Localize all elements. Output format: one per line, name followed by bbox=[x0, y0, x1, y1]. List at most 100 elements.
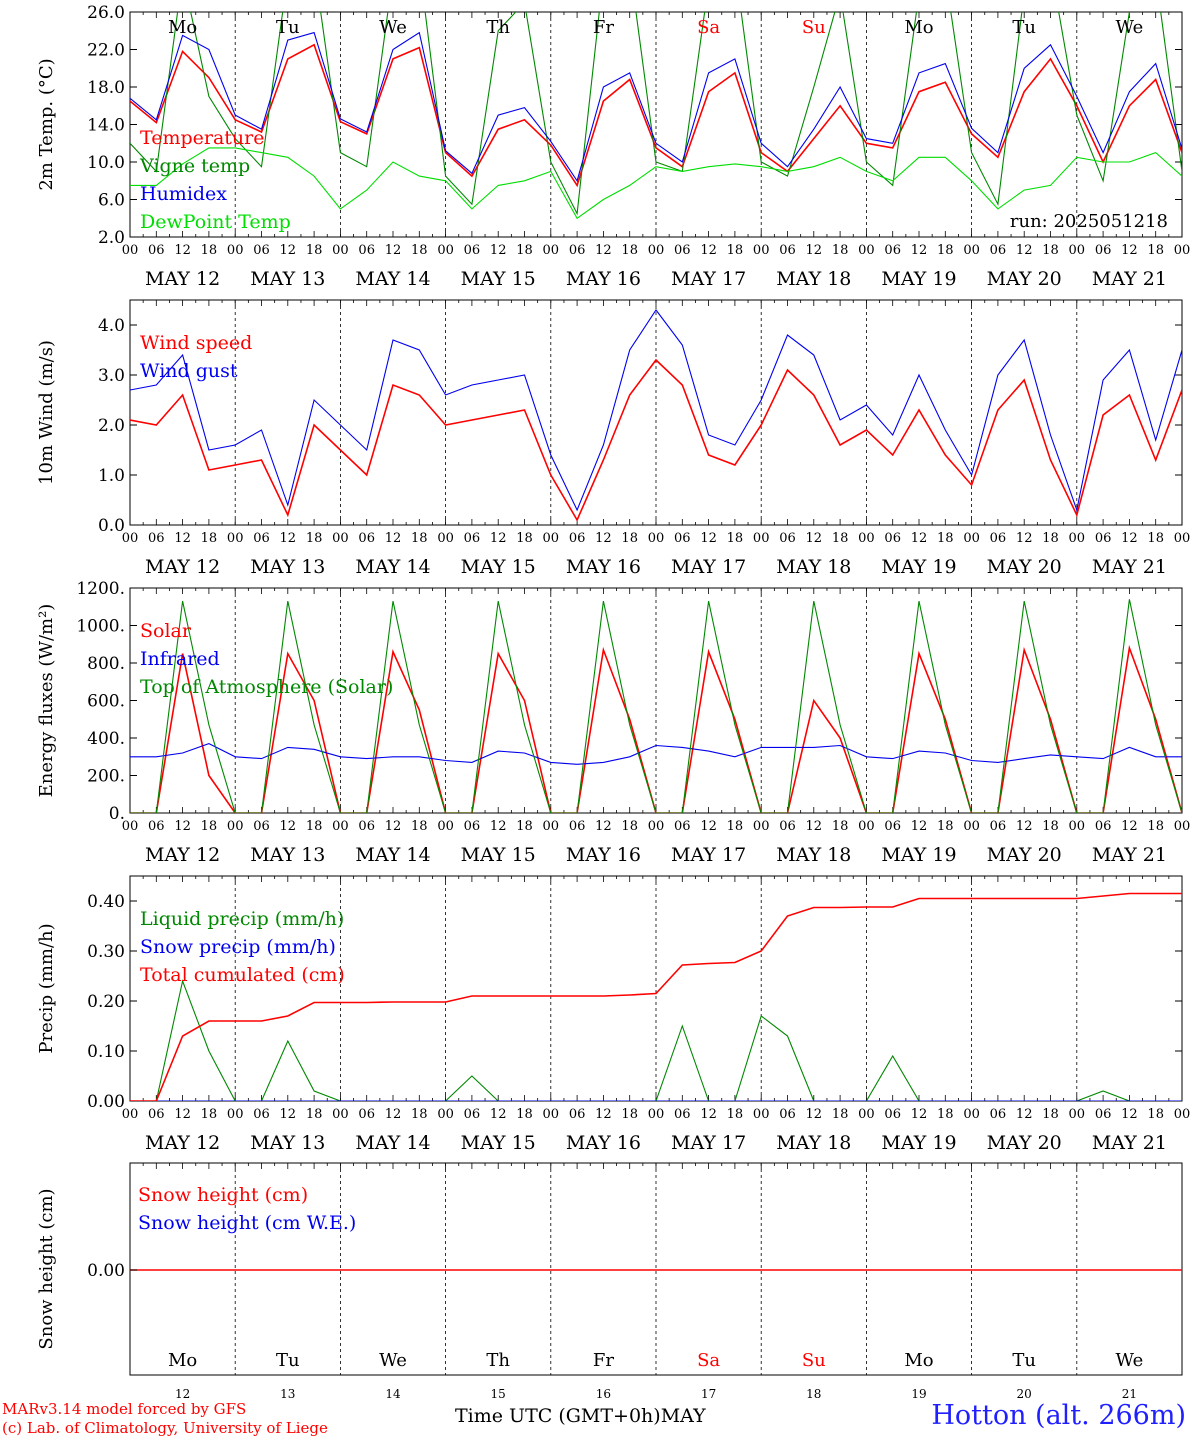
energy-date-label: MAY 19 bbox=[881, 844, 956, 866]
wind-hour-label: 00 bbox=[1174, 531, 1191, 546]
wind-hour-label: 18 bbox=[411, 531, 428, 546]
precip-hour-label: 06 bbox=[569, 1107, 586, 1122]
energy-hour-label: 00 bbox=[543, 819, 560, 834]
precip-hour-label: 06 bbox=[1095, 1107, 1112, 1122]
temperature-hour-label: 18 bbox=[201, 243, 218, 258]
precip-hour-label: 18 bbox=[621, 1107, 638, 1122]
energy-y-tick-label: 200. bbox=[87, 767, 125, 787]
model-credit: MARv3.14 model forced by GFS bbox=[2, 1400, 247, 1418]
temperature-series-vigne-temp bbox=[130, 12, 1182, 216]
snow-weekday-label: We bbox=[1116, 1350, 1144, 1371]
station-name: Hotton (alt. 266m) bbox=[931, 1400, 1186, 1431]
energy-y-tick-label: 400. bbox=[87, 729, 125, 749]
x-axis-label: Time UTC (GMT+0h) bbox=[455, 1405, 661, 1427]
wind-hour-label: 00 bbox=[227, 531, 244, 546]
precip-hour-label: 12 bbox=[490, 1107, 507, 1122]
wind-y-tick-label: 2.0 bbox=[98, 416, 125, 436]
temperature-hour-label: 18 bbox=[621, 243, 638, 258]
wind-series-wind-speed bbox=[130, 358, 1182, 522]
temperature-hour-label: 18 bbox=[1147, 243, 1164, 258]
energy-hour-label: 00 bbox=[437, 819, 454, 834]
temperature-date-label: MAY 20 bbox=[987, 268, 1062, 290]
precip-hour-label: 06 bbox=[674, 1107, 691, 1122]
energy-y-tick-label: 1000. bbox=[76, 617, 125, 637]
wind-hour-label: 00 bbox=[437, 531, 454, 546]
wind-hour-label: 18 bbox=[727, 531, 744, 546]
day-number-label: 14 bbox=[385, 1387, 401, 1401]
energy-hour-label: 00 bbox=[963, 819, 980, 834]
precip-date-label: MAY 18 bbox=[776, 1132, 851, 1154]
energy-hour-label: 06 bbox=[358, 819, 375, 834]
snow-weekday-label: Sa bbox=[697, 1350, 720, 1371]
wind-date-label: MAY 20 bbox=[987, 556, 1062, 578]
precip-hour-label: 00 bbox=[963, 1107, 980, 1122]
wind-date-label: MAY 16 bbox=[566, 556, 641, 578]
snow-weekday-label: Mo bbox=[904, 1350, 933, 1371]
precip-hour-label: 12 bbox=[1121, 1107, 1138, 1122]
wind-hour-label: 06 bbox=[779, 531, 796, 546]
wind-hour-label: 00 bbox=[543, 531, 560, 546]
day-number-label: 18 bbox=[806, 1387, 821, 1401]
precip-date-label: MAY 16 bbox=[566, 1132, 641, 1154]
energy-hour-label: 12 bbox=[174, 819, 191, 834]
wind-hour-label: 18 bbox=[516, 531, 533, 546]
temperature-hour-label: 18 bbox=[411, 243, 428, 258]
temperature-hour-label: 06 bbox=[569, 243, 586, 258]
temperature-legend-entry: Humidex bbox=[140, 183, 227, 205]
wind-y-tick-label: 1.0 bbox=[98, 466, 125, 486]
energy-hour-label: 12 bbox=[490, 819, 507, 834]
day-number-label: 20 bbox=[1017, 1387, 1032, 1401]
wind-hour-label: 12 bbox=[174, 531, 191, 546]
temperature-series-dewpoint-temp bbox=[130, 147, 1182, 220]
precip-hour-label: 18 bbox=[411, 1107, 428, 1122]
day-number-label: 15 bbox=[491, 1387, 506, 1401]
precip-y-tick-label: 0.10 bbox=[87, 1042, 125, 1062]
wind-hour-label: 12 bbox=[700, 531, 717, 546]
precip-hour-label: 12 bbox=[806, 1107, 823, 1122]
temperature-hour-label: 00 bbox=[1069, 243, 1086, 258]
wind-hour-label: 12 bbox=[385, 531, 402, 546]
wind-hour-label: 12 bbox=[280, 531, 297, 546]
precip-hour-label: 06 bbox=[148, 1107, 165, 1122]
precip-y-tick-label: 0.40 bbox=[87, 892, 125, 912]
temperature-hour-label: 12 bbox=[700, 243, 717, 258]
temperature-y-tick-label: 18.0 bbox=[87, 78, 125, 98]
wind-date-label: MAY 21 bbox=[1092, 556, 1167, 578]
temperature-y-tick-label: 10.0 bbox=[87, 153, 125, 173]
temperature-hour-label: 00 bbox=[963, 243, 980, 258]
temperature-series-humidex bbox=[130, 31, 1182, 183]
temperature-hour-label: 06 bbox=[990, 243, 1007, 258]
temperature-hour-label: 18 bbox=[1042, 243, 1059, 258]
precip-series-group bbox=[130, 892, 1182, 1101]
wind-date-label: MAY 17 bbox=[671, 556, 746, 578]
snow-weekday-label: Tu bbox=[276, 1350, 300, 1371]
precip-hour-label: 00 bbox=[122, 1107, 139, 1122]
precip-series-total-cumulated-cm- bbox=[130, 892, 1182, 1101]
temperature-hour-label: 06 bbox=[464, 243, 481, 258]
precip-hour-label: 18 bbox=[937, 1107, 954, 1122]
precip-date-label: MAY 21 bbox=[1092, 1132, 1167, 1154]
temperature-y-tick-label: 22.0 bbox=[87, 41, 125, 61]
precip-y-axis-label: Precip (mm/h) bbox=[36, 923, 57, 1053]
temperature-y-tick-label: 26.0 bbox=[87, 3, 125, 23]
energy-hour-label: 18 bbox=[621, 819, 638, 834]
precip-hour-label: 18 bbox=[306, 1107, 323, 1122]
energy-y-tick-label: 800. bbox=[87, 654, 125, 674]
precip-legend-entry: Snow precip (mm/h) bbox=[140, 936, 336, 958]
temperature-weekday-label: Fr bbox=[593, 17, 614, 38]
precip-date-label: MAY 19 bbox=[881, 1132, 956, 1154]
precip-legend-entry: Total cumulated (cm) bbox=[140, 964, 345, 986]
energy-hour-label: 18 bbox=[1042, 819, 1059, 834]
energy-date-label: MAY 13 bbox=[250, 844, 325, 866]
wind-hour-label: 00 bbox=[648, 531, 665, 546]
wind-date-label: MAY 15 bbox=[461, 556, 536, 578]
temperature-hour-label: 00 bbox=[227, 243, 244, 258]
precip-date-label: MAY 20 bbox=[987, 1132, 1062, 1154]
temperature-y-tick-label: 6.0 bbox=[98, 191, 125, 211]
energy-date-label: MAY 17 bbox=[671, 844, 746, 866]
energy-hour-label: 00 bbox=[648, 819, 665, 834]
temperature-date-label: MAY 16 bbox=[566, 268, 641, 290]
precip-hour-label: 12 bbox=[385, 1107, 402, 1122]
wind-date-label: MAY 13 bbox=[250, 556, 325, 578]
temperature-weekday-label: Su bbox=[802, 17, 826, 38]
